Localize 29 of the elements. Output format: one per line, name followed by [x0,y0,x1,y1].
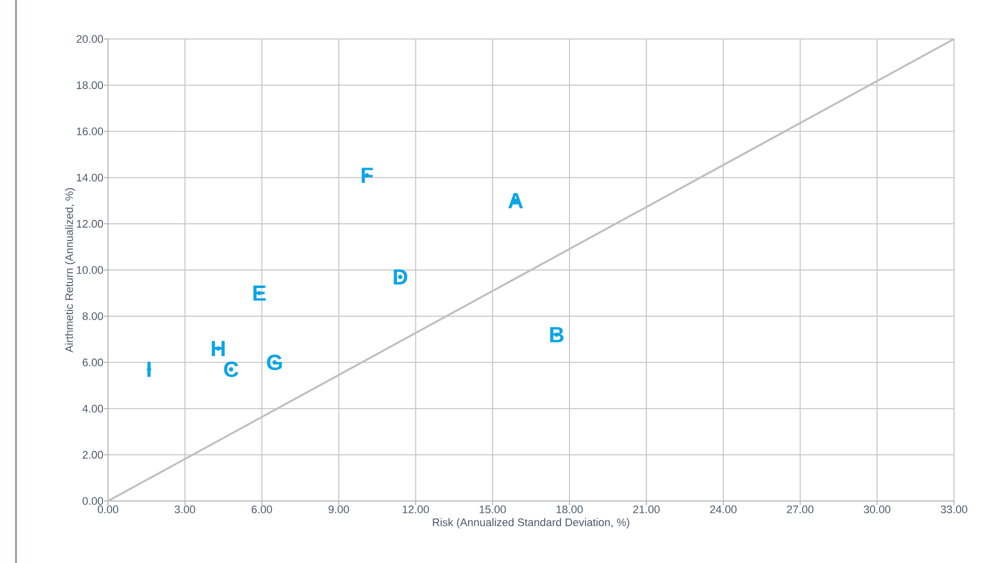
x-axis-title: Risk (Annualized Standard Deviation, %) [432,518,630,528]
series-label: G [267,354,282,370]
y-axis-title: Airthmetic Return (Annualized, %) [64,188,76,353]
y-tick-label: 20.00 [76,35,104,43]
x-tick-label: 12.00 [402,506,429,514]
x-tick-label: 33.00 [940,506,968,514]
x-tick-label: 6.00 [252,506,272,514]
x-tick-label: 9.00 [328,506,349,514]
x-tick-label: 0.00 [98,506,118,514]
y-tick-label: 10.00 [76,266,104,274]
y-tick-label: 12.00 [76,220,104,228]
x-tick-label: 27.00 [787,506,814,514]
x-tick-label: 24.00 [710,506,737,514]
y-tick-label: 18.00 [76,81,104,90]
y-tick-label: 6.00 [82,358,104,366]
x-tick-label: 15.00 [480,506,506,514]
x-tick-label: 3.00 [174,506,196,514]
series-label: D [394,269,408,284]
y-tick-label: 4.00 [82,404,104,412]
y-tick-label: 2.00 [82,450,104,459]
y-tick-label: 0.00 [82,497,104,505]
y-tick-label: 8.00 [82,312,104,320]
y-tick-label: 16.00 [76,128,104,136]
x-tick-label: 30.00 [864,506,890,514]
series-label: A [508,193,523,208]
y-tick-label: 14.00 [76,174,104,182]
x-tick-label: 21.00 [633,506,660,514]
x-tick-label: 18.00 [556,506,583,514]
series-label: C [224,362,238,378]
